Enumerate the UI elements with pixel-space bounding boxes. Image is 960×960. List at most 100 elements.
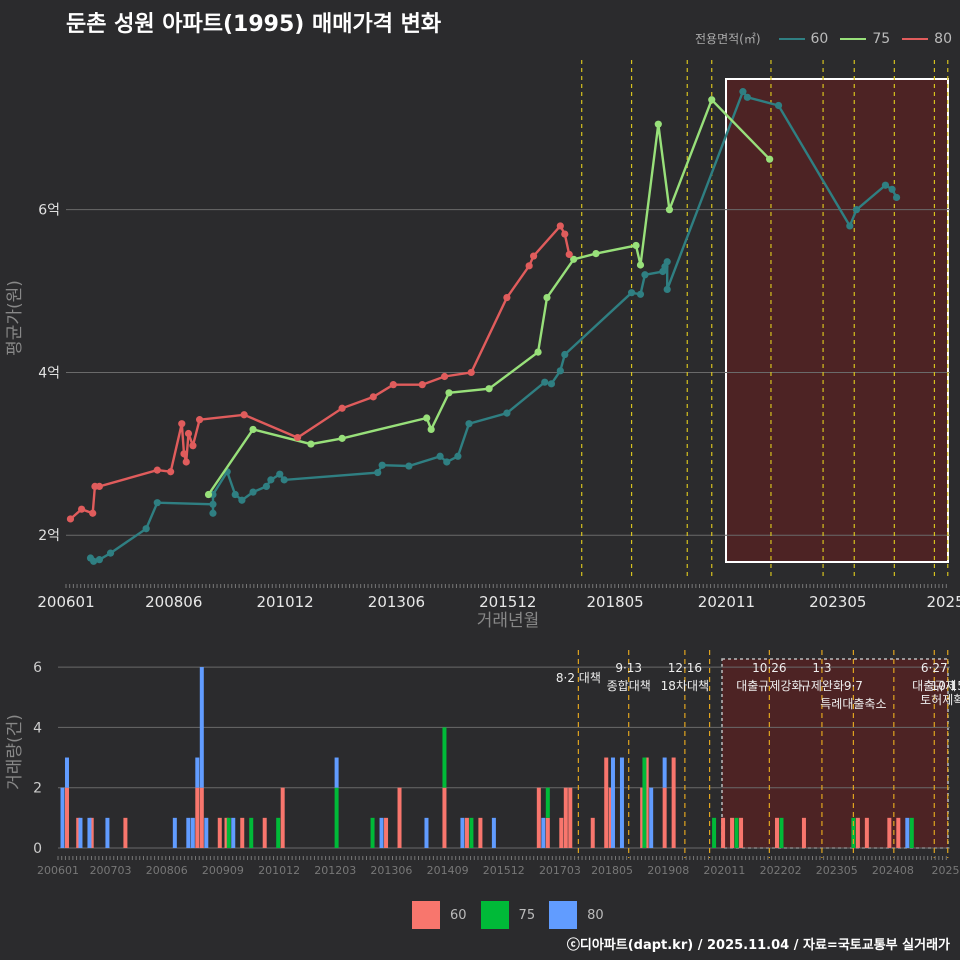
point-75-11 xyxy=(592,250,600,258)
bar-60 xyxy=(730,817,735,848)
bar-60 xyxy=(123,817,128,848)
y-tick-label-0: 2억 xyxy=(38,528,60,544)
point-60-7 xyxy=(209,509,217,517)
point-80-14 xyxy=(293,433,302,442)
bar-60 xyxy=(536,787,541,848)
bar-75 xyxy=(334,787,339,848)
point-60-37 xyxy=(743,93,751,101)
point-60-13 xyxy=(262,482,271,490)
point-80-17 xyxy=(389,381,397,389)
point-80-7 xyxy=(178,420,186,428)
bar-75 xyxy=(909,817,914,848)
bar-60 xyxy=(64,787,69,848)
bar-legend-label-75: 75 xyxy=(518,907,536,923)
point-60-28 xyxy=(561,350,569,359)
bar-x-tick-label-3: 200909 xyxy=(202,864,244,877)
bar-80 xyxy=(186,817,191,848)
point-80-26 xyxy=(565,250,573,259)
bar-60 xyxy=(199,787,204,848)
policy-label-8: 대출규제 xyxy=(912,679,956,693)
legend-label-60: 60 xyxy=(810,30,829,47)
bar-80 xyxy=(195,757,200,788)
bar-legend-item-60: 60 xyxy=(412,901,467,929)
point-80-10 xyxy=(184,429,193,438)
bar-60 xyxy=(721,817,726,848)
bar-60 xyxy=(739,817,744,848)
bar-x-tick-label-7: 201409 xyxy=(427,864,469,877)
legend-item-60: 60 xyxy=(778,30,829,47)
bar-x-tick-label-13: 202202 xyxy=(760,864,802,877)
bar-75 xyxy=(779,817,784,848)
point-60-3 xyxy=(106,549,115,557)
point-80-16 xyxy=(369,393,377,401)
bar-80 xyxy=(649,787,654,848)
policy-label-6: 특례대출축소 xyxy=(820,697,886,711)
y-axis-title: 평균가(원) xyxy=(5,280,25,356)
bar-80 xyxy=(231,817,236,848)
x-tick-label-7: 202305 xyxy=(809,593,866,611)
legend-label-75: 75 xyxy=(872,30,891,47)
bar-60 xyxy=(545,817,550,848)
point-60-23 xyxy=(465,420,473,428)
credit-text: ⓒ디아파트(dapt.kr) / 2025.11.04 / 자료=국토교통부 실… xyxy=(566,938,950,953)
bar-80 xyxy=(199,667,204,788)
line-legend: 전용면적(㎡) 60 75 80 xyxy=(695,30,952,47)
policy-label-9: 토허제확대 xyxy=(920,693,960,707)
y-tick-label-2: 6억 xyxy=(38,203,60,219)
policy-date-9: 10·15 xyxy=(931,679,960,693)
point-80-9 xyxy=(182,458,190,466)
point-60-11 xyxy=(238,496,246,504)
bar-60 xyxy=(563,787,568,848)
point-75-14 xyxy=(654,120,662,128)
bar-60 xyxy=(384,817,389,848)
bar-y-tick-label-1: 2 xyxy=(33,781,42,797)
bar-legend-item-80: 80 xyxy=(549,901,604,929)
bar-x-tick-label-14: 202305 xyxy=(816,864,858,877)
point-60-18 xyxy=(378,461,386,469)
point-80-12 xyxy=(196,416,204,424)
x-tick-label-6: 202011 xyxy=(698,593,755,611)
policy-date-5: 1·3 xyxy=(812,661,831,675)
point-80-23 xyxy=(530,252,538,260)
bar-80 xyxy=(78,817,83,848)
point-60-1 xyxy=(90,557,98,565)
policy-label-5: 규제완화 xyxy=(800,679,844,693)
bar-60 xyxy=(568,787,573,848)
point-75-17 xyxy=(766,155,774,163)
bar-80 xyxy=(491,817,496,848)
bar-60 xyxy=(640,787,645,848)
bar-60 xyxy=(464,817,469,848)
policy-date-4: 10·26 xyxy=(752,661,786,675)
x-tick-label-5: 201805 xyxy=(586,593,643,611)
bar-x-tick-label-6: 201306 xyxy=(370,864,412,877)
bar-60 xyxy=(774,817,779,848)
point-60-34 xyxy=(663,258,671,266)
bar-x-tick-label-2: 200806 xyxy=(146,864,188,877)
point-60-10 xyxy=(231,490,239,499)
bar-80 xyxy=(610,757,615,848)
point-60-38 xyxy=(774,101,783,110)
point-80-5 xyxy=(153,466,161,474)
bar-60 xyxy=(887,817,892,848)
bar-75 xyxy=(249,817,254,848)
bar-80 xyxy=(204,817,209,848)
bar-75 xyxy=(276,817,281,848)
x-tick-label-0: 200601 xyxy=(37,593,94,611)
point-80-22 xyxy=(525,262,533,270)
bar-75 xyxy=(712,817,717,848)
bar-80 xyxy=(424,817,429,848)
point-75-1 xyxy=(249,425,257,434)
point-75-4 xyxy=(423,414,431,422)
point-80-19 xyxy=(440,372,449,381)
point-60-40 xyxy=(852,206,861,214)
bar-80 xyxy=(334,757,339,788)
point-60-42 xyxy=(888,185,896,193)
bar-x-tick-label-8: 201512 xyxy=(483,864,525,877)
point-75-6 xyxy=(445,389,453,397)
point-75-3 xyxy=(338,434,346,442)
point-75-0 xyxy=(204,490,213,499)
bar-60 xyxy=(801,817,806,848)
point-60-19 xyxy=(405,462,413,470)
point-60-14 xyxy=(267,476,275,484)
